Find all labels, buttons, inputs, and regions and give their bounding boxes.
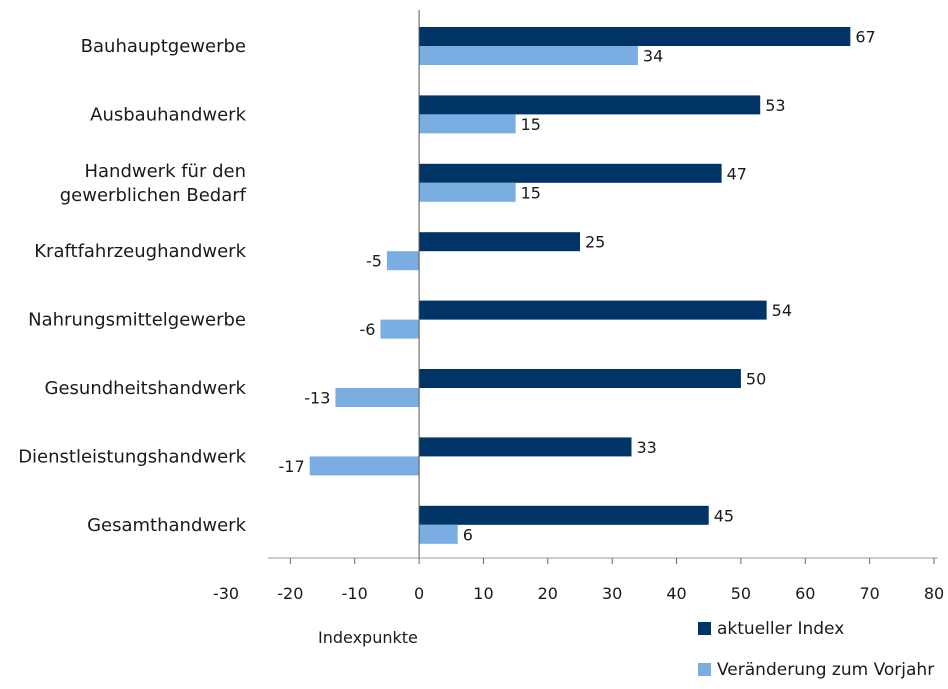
value-label-change-0: 34 xyxy=(643,47,663,66)
x-tick-label-11: 80 xyxy=(924,584,944,603)
x-tick-label-4: 10 xyxy=(473,584,493,603)
category-label-5: Gesundheitshandwerk xyxy=(45,378,247,399)
x-axis-title: Indexpunkte xyxy=(318,628,418,647)
bar-change-4 xyxy=(380,319,420,339)
legend-label-0: aktueller Index xyxy=(717,619,844,639)
bar-index-2 xyxy=(419,163,722,183)
value-label-index-4: 54 xyxy=(772,301,792,320)
legend: aktueller Index Veränderung zum Vorjahr xyxy=(698,619,934,680)
bar-index-4 xyxy=(419,300,767,320)
value-label-change-4: -6 xyxy=(360,320,376,339)
x-tick-label-3: 0 xyxy=(414,584,424,603)
category-label-4: Nahrungsmittelgewerbe xyxy=(28,310,246,331)
bar-index-0 xyxy=(419,27,851,46)
value-label-index-7: 45 xyxy=(714,506,734,525)
legend-label-1: Veränderung zum Vorjahr xyxy=(717,660,934,680)
bar-change-0 xyxy=(419,46,638,65)
x-tick-label-5: 20 xyxy=(538,584,558,603)
value-label-index-6: 33 xyxy=(636,438,656,457)
plot-area: 67 34 Bauhauptgewerbe 53 15 Ausbauhandwerk 47 1… xyxy=(18,27,876,544)
x-tick-label-1: -20 xyxy=(277,584,303,603)
bar-index-3 xyxy=(419,232,580,252)
bar-change-3 xyxy=(386,251,420,271)
x-tick-label-0: -30 xyxy=(213,584,239,603)
value-label-index-1: 53 xyxy=(765,96,785,115)
category-label-7: Gesamthandwerk xyxy=(87,515,246,536)
x-tick-label-2: -10 xyxy=(342,584,368,603)
x-tick-label-6: 30 xyxy=(602,584,622,603)
category-label-3: Kraftfahrzeughandwerk xyxy=(34,241,246,262)
category-label-6: Dienstleistungshandwerk xyxy=(18,446,246,467)
value-label-change-6: -17 xyxy=(279,457,305,476)
bar-index-5 xyxy=(419,369,741,388)
bar-change-6 xyxy=(309,456,420,476)
bar-change-1 xyxy=(419,114,516,134)
value-label-change-2: 15 xyxy=(521,183,541,202)
x-tick-label-8: 50 xyxy=(731,584,751,603)
bar-change-2 xyxy=(419,182,516,202)
legend-swatch-1 xyxy=(698,663,711,676)
value-label-change-3: -5 xyxy=(366,252,382,271)
value-label-index-2: 47 xyxy=(727,164,747,183)
value-label-change-1: 15 xyxy=(521,115,541,134)
value-label-index-5: 50 xyxy=(746,370,766,389)
legend-swatch-0 xyxy=(698,622,711,635)
category-label-1: Ausbauhandwerk xyxy=(90,104,246,125)
x-tick-label-10: 70 xyxy=(859,584,879,603)
category-label-0: Bauhauptgewerbe xyxy=(81,36,246,57)
x-tick-label-7: 40 xyxy=(666,584,686,603)
x-axis: -30 -20 -10 0 10 20 30 40 50 60 70 80 xyxy=(213,10,944,603)
value-label-change-5: -13 xyxy=(304,389,330,408)
bar-index-7 xyxy=(419,505,709,525)
x-tick-label-9: 60 xyxy=(795,584,815,603)
value-label-index-0: 67 xyxy=(855,28,875,47)
value-label-index-3: 25 xyxy=(585,233,605,252)
bar-index-1 xyxy=(419,95,761,115)
bar-change-7 xyxy=(419,524,458,544)
category-label-2: Handwerk für den gewerblichen Bedarf xyxy=(60,161,247,206)
bar-index-6 xyxy=(419,437,632,457)
value-label-change-7: 6 xyxy=(463,525,473,544)
bar-change-5 xyxy=(335,388,420,407)
